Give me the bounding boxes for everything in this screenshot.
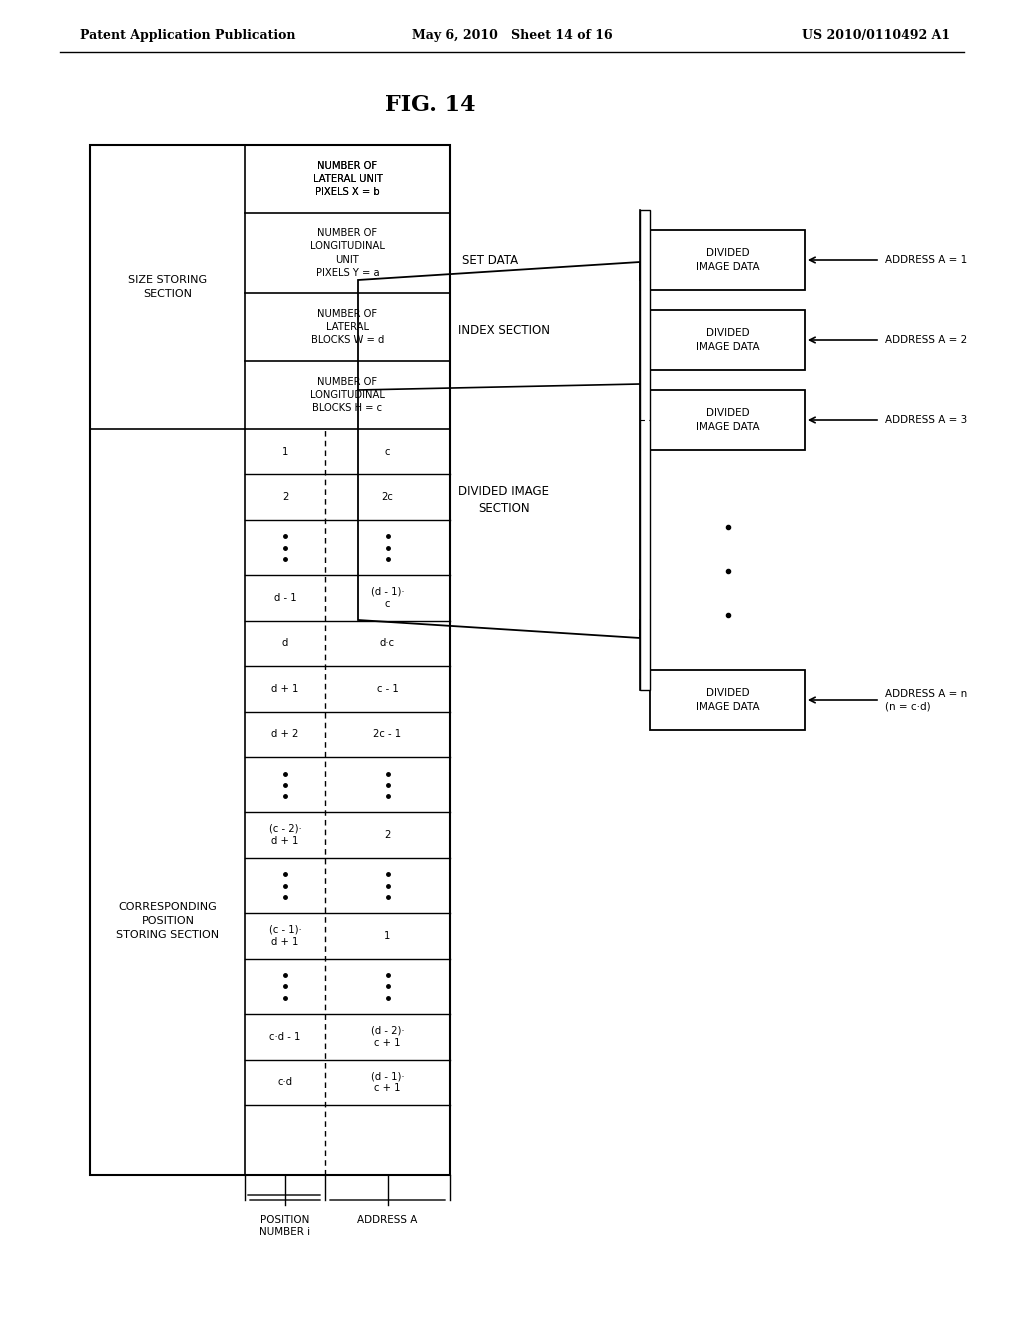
Text: d: d [282,639,288,648]
Text: c·d: c·d [278,1077,293,1088]
Text: DIVIDED
IMAGE DATA: DIVIDED IMAGE DATA [695,248,760,272]
Text: d + 1: d + 1 [271,684,299,694]
Bar [650,389,805,450]
Text: NUMBER OF
LATERAL UNIT
PIXELS X = b: NUMBER OF LATERAL UNIT PIXELS X = b [312,161,382,197]
Text: ADDRESS A = n
(n = c·d): ADDRESS A = n (n = c·d) [885,689,968,711]
Text: ADDRESS A = 1: ADDRESS A = 1 [885,255,968,265]
Text: POSITION
NUMBER i: POSITION NUMBER i [259,1214,310,1237]
Text: DIVIDED
IMAGE DATA: DIVIDED IMAGE DATA [695,329,760,351]
Text: NUMBER OF
LONGITUDINAL
UNIT
PIXELS Y = a: NUMBER OF LONGITUDINAL UNIT PIXELS Y = a [310,228,385,277]
Text: CORRESPONDING
POSITION
STORING SECTION: CORRESPONDING POSITION STORING SECTION [117,902,219,940]
Text: FIG. 14: FIG. 14 [385,94,475,116]
Text: (d - 2)·
c + 1: (d - 2)· c + 1 [371,1026,404,1048]
Text: US 2010/0110492 A1: US 2010/0110492 A1 [802,29,950,41]
Text: d - 1: d - 1 [273,593,296,603]
Text: 2: 2 [384,830,391,840]
Text: May 6, 2010   Sheet 14 of 16: May 6, 2010 Sheet 14 of 16 [412,29,612,41]
Text: DIVIDED
IMAGE DATA: DIVIDED IMAGE DATA [695,408,760,432]
Bar [650,310,805,370]
Text: ADDRESS A: ADDRESS A [357,1214,418,1225]
Bar [640,210,650,690]
Bar [90,145,450,1175]
Bar [650,671,805,730]
Text: INDEX SECTION: INDEX SECTION [458,323,550,337]
Text: DIVIDED
IMAGE DATA: DIVIDED IMAGE DATA [695,689,760,711]
Text: DIVIDED IMAGE
SECTION: DIVIDED IMAGE SECTION [459,484,550,515]
Text: ADDRESS A = 2: ADDRESS A = 2 [885,335,968,345]
Bar [650,230,805,290]
Text: NUMBER OF
LATERAL UNIT
PIXELS X = b: NUMBER OF LATERAL UNIT PIXELS X = b [312,161,382,197]
Text: d·c: d·c [380,639,395,648]
Text: c: c [385,446,390,457]
Text: 2: 2 [282,492,288,502]
Text: (c - 2)·
d + 1: (c - 2)· d + 1 [268,824,301,846]
Text: d + 2: d + 2 [271,729,299,739]
Text: c - 1: c - 1 [377,684,398,694]
Text: (d - 1)·
c: (d - 1)· c [371,587,404,610]
Text: SET DATA: SET DATA [462,253,518,267]
Text: ADDRESS A = 3: ADDRESS A = 3 [885,414,968,425]
Text: 2c - 1: 2c - 1 [374,729,401,739]
Text: NUMBER OF
LATERAL
BLOCKS W = d: NUMBER OF LATERAL BLOCKS W = d [311,309,384,346]
Text: 1: 1 [384,931,391,941]
Text: 1: 1 [282,446,288,457]
Text: c·d - 1: c·d - 1 [269,1032,301,1041]
Text: 2c: 2c [382,492,393,502]
Text: NUMBER OF
LONGITUDINAL
BLOCKS H = c: NUMBER OF LONGITUDINAL BLOCKS H = c [310,376,385,413]
Text: Patent Application Publication: Patent Application Publication [80,29,296,41]
Text: SIZE STORING
SECTION: SIZE STORING SECTION [128,275,208,300]
Text: (c - 1)·
d + 1: (c - 1)· d + 1 [268,925,301,948]
Text: (d - 1)·
c + 1: (d - 1)· c + 1 [371,1071,404,1093]
